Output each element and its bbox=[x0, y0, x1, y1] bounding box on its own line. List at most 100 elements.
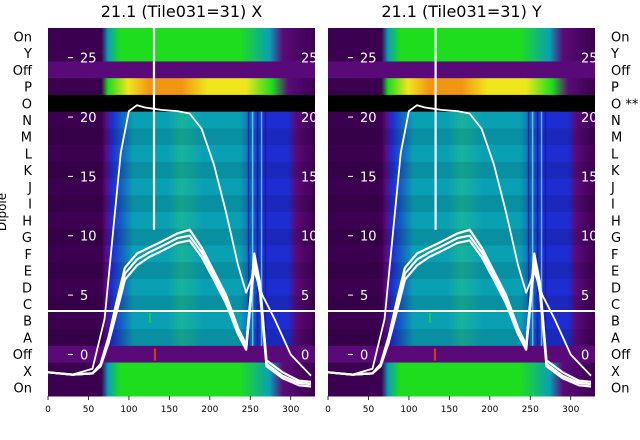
row-label-i: I bbox=[28, 198, 32, 213]
x-tick-label: 250 bbox=[522, 405, 539, 415]
x-tick-label: 300 bbox=[282, 405, 299, 415]
row-label-off: Off bbox=[611, 348, 631, 363]
heatmap-row-off bbox=[48, 345, 315, 364]
heatmap-row-off bbox=[328, 345, 595, 364]
row-label-b: B bbox=[23, 315, 32, 330]
heatmap-marker bbox=[153, 348, 156, 361]
row-label-e: E bbox=[611, 265, 619, 280]
overlay-tick-label: 25 bbox=[360, 52, 377, 67]
overlay-curve bbox=[327, 239, 592, 388]
row-label-o: O ** bbox=[611, 97, 639, 112]
row-label-d: D bbox=[22, 281, 32, 296]
overlay-tick-label: 5 bbox=[360, 289, 368, 304]
heatmap-row-shade bbox=[48, 128, 315, 146]
heatmap-streak bbox=[531, 111, 534, 346]
overlay-tick-label-edge: 25 bbox=[581, 52, 598, 67]
heatmap-row-y bbox=[48, 44, 315, 62]
overlay-tick-label-edge: 5 bbox=[581, 289, 589, 304]
overlay-tick-label: 10 bbox=[360, 230, 377, 245]
chart-title: 21.1 (Tile031=31) X bbox=[101, 2, 263, 21]
row-label-k: K bbox=[611, 164, 620, 179]
overlay-tick-label: 15 bbox=[80, 170, 97, 185]
row-label-a: A bbox=[23, 331, 32, 346]
row-label-p: P bbox=[24, 81, 32, 96]
row-label-k: K bbox=[23, 164, 32, 179]
overlay-tick-label: 10 bbox=[80, 230, 97, 245]
heatmap-row-shade bbox=[328, 128, 595, 146]
heatmap-row-x bbox=[48, 362, 315, 380]
heatmap-row-p bbox=[328, 78, 595, 96]
row-label-off: Off bbox=[611, 64, 631, 79]
row-label-p: P bbox=[611, 81, 619, 96]
row-label-m: M bbox=[21, 131, 32, 146]
overlay-tick-label-edge: 20 bbox=[301, 111, 318, 126]
heatmap-row-shade bbox=[48, 195, 315, 212]
heatmap-row-shade bbox=[48, 329, 315, 346]
heatmap-streak bbox=[260, 111, 263, 346]
heatmap-row-p bbox=[48, 78, 315, 96]
row-label-j: J bbox=[27, 181, 32, 196]
heatmap-row-on bbox=[328, 28, 595, 46]
x-tick-label: 250 bbox=[242, 405, 259, 415]
row-label-b: B bbox=[611, 315, 620, 330]
heatmap-row-off bbox=[48, 61, 315, 79]
overlay-tick-label-edge: 15 bbox=[581, 170, 598, 185]
row-label-on: On bbox=[14, 30, 32, 45]
x-tick-label: 200 bbox=[481, 405, 498, 415]
row-label-a: A bbox=[611, 331, 620, 346]
row-label-off: Off bbox=[13, 348, 33, 363]
heatmap-row-shade bbox=[328, 262, 595, 279]
heatmap-streak bbox=[527, 111, 530, 346]
overlay-tick-label-edge: 25 bbox=[301, 52, 318, 67]
overlay-tick-label-edge: 15 bbox=[301, 170, 318, 185]
row-label-on: On bbox=[14, 382, 32, 397]
row-label-j: J bbox=[610, 181, 615, 196]
overlay-tick-label: 0 bbox=[360, 348, 368, 363]
overlay-tick-label: 15 bbox=[360, 170, 377, 185]
row-label-f: F bbox=[611, 248, 618, 263]
row-label-g: G bbox=[611, 231, 621, 246]
x-tick-label: 0 bbox=[325, 405, 331, 415]
row-label-c: C bbox=[23, 298, 32, 313]
y-axis-label: Dipole bbox=[0, 193, 9, 231]
heatmap-streak bbox=[264, 111, 267, 346]
row-label-on: On bbox=[611, 30, 629, 45]
row-label-h: H bbox=[22, 214, 32, 229]
row-label-d: D bbox=[611, 281, 621, 296]
overlay-tick-label: 0 bbox=[80, 348, 88, 363]
overlay-tick-label-edge: 10 bbox=[301, 230, 318, 245]
row-label-on: On bbox=[611, 382, 629, 397]
row-label-n: N bbox=[611, 114, 621, 129]
row-label-l: L bbox=[25, 147, 33, 162]
overlay-tick-label-edge: 0 bbox=[301, 348, 309, 363]
x-tick-label: 150 bbox=[441, 405, 458, 415]
overlay-tick-label-edge: 0 bbox=[581, 348, 589, 363]
x-tick-label: 200 bbox=[201, 405, 218, 415]
heatmap-row-shade bbox=[328, 195, 595, 212]
heatmap-marker bbox=[433, 348, 436, 361]
overlay-tick-label: 20 bbox=[360, 111, 377, 126]
row-label-i: I bbox=[611, 198, 615, 213]
heatmap-row-on bbox=[48, 379, 315, 397]
row-label-x: X bbox=[611, 365, 620, 380]
heatmap-streak bbox=[256, 111, 259, 346]
x-tick-label: 100 bbox=[120, 405, 137, 415]
x-tick-label: 0 bbox=[45, 405, 51, 415]
row-label-l: L bbox=[611, 147, 619, 162]
overlay-tick-label-edge: 20 bbox=[581, 111, 598, 126]
x-tick-label: 150 bbox=[161, 405, 178, 415]
x-tick-label: 300 bbox=[562, 405, 579, 415]
row-label-f: F bbox=[25, 248, 32, 263]
overlay-tick-label: 25 bbox=[80, 52, 97, 67]
heatmap-streak bbox=[536, 111, 539, 346]
x-tick-label: 50 bbox=[363, 405, 375, 415]
row-label-c: C bbox=[611, 298, 620, 313]
overlay-tick-label: 5 bbox=[80, 289, 88, 304]
overlay-curve bbox=[47, 239, 312, 388]
heatmap-marker bbox=[149, 312, 151, 323]
row-label-g: G bbox=[22, 231, 32, 246]
